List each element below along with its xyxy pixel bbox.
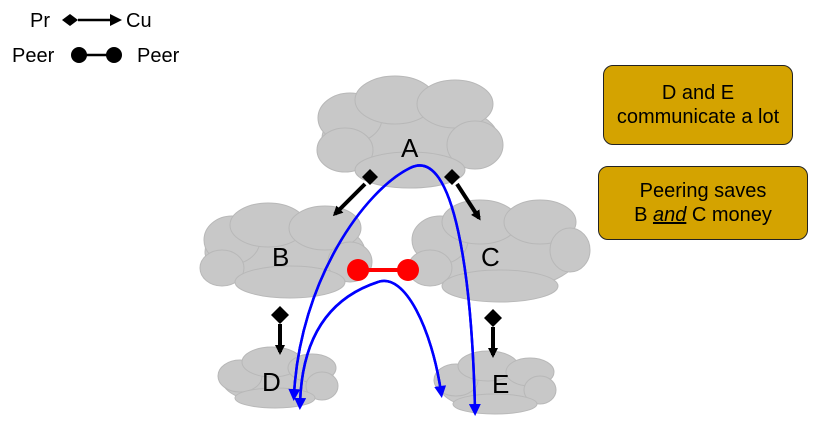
provider-customer-link-icon (62, 14, 122, 26)
callout-peering-emphasis: and (652, 204, 687, 226)
link-a-to-c (444, 169, 481, 221)
callout-peering-line2-post: C money (686, 204, 772, 226)
legend: Pr Cu Peer Peer (12, 10, 180, 67)
link-a-to-b (332, 169, 378, 217)
callout-communicate: D and E communicate a lot (603, 65, 793, 145)
legend-provider-label: Pr (30, 10, 50, 32)
peer-link-icon (71, 47, 122, 63)
legend-customer-label: Cu (126, 10, 152, 32)
peer-link-b-c (347, 259, 419, 281)
node-label-c: C (481, 242, 500, 272)
traffic-path-d-to-e-via-peering (298, 279, 447, 405)
callout-peering-line2: B and C money (634, 203, 772, 227)
node-label-e: E (492, 369, 509, 399)
node-label-a: A (401, 133, 419, 163)
node-label-d: D (262, 367, 281, 397)
cloud-c (407, 199, 591, 303)
callout-communicate-line1: D and E (661, 82, 735, 104)
legend-peer-right-label: Peer (137, 45, 180, 67)
link-b-to-d (271, 306, 289, 355)
callout-peering-saves: Peering saves B and C money (598, 166, 808, 240)
traffic-path-d-to-e-via-a (292, 164, 481, 416)
callout-peering-line2-pre: B (634, 204, 653, 226)
legend-peer-left-label: Peer (12, 45, 55, 67)
callout-peering-line1: Peering saves (639, 180, 767, 202)
cloud-a (316, 75, 504, 189)
node-label-b: B (272, 242, 289, 272)
link-c-to-e (484, 309, 502, 358)
callout-communicate-line2: communicate a lot (616, 106, 780, 128)
